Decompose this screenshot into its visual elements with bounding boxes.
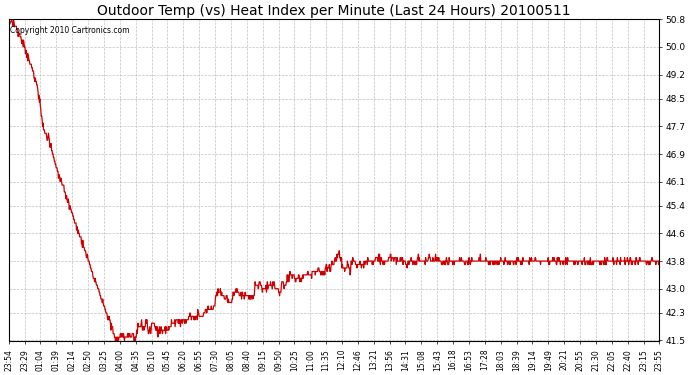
Text: Copyright 2010 Cartronics.com: Copyright 2010 Cartronics.com bbox=[10, 26, 130, 35]
Title: Outdoor Temp (vs) Heat Index per Minute (Last 24 Hours) 20100511: Outdoor Temp (vs) Heat Index per Minute … bbox=[97, 4, 571, 18]
